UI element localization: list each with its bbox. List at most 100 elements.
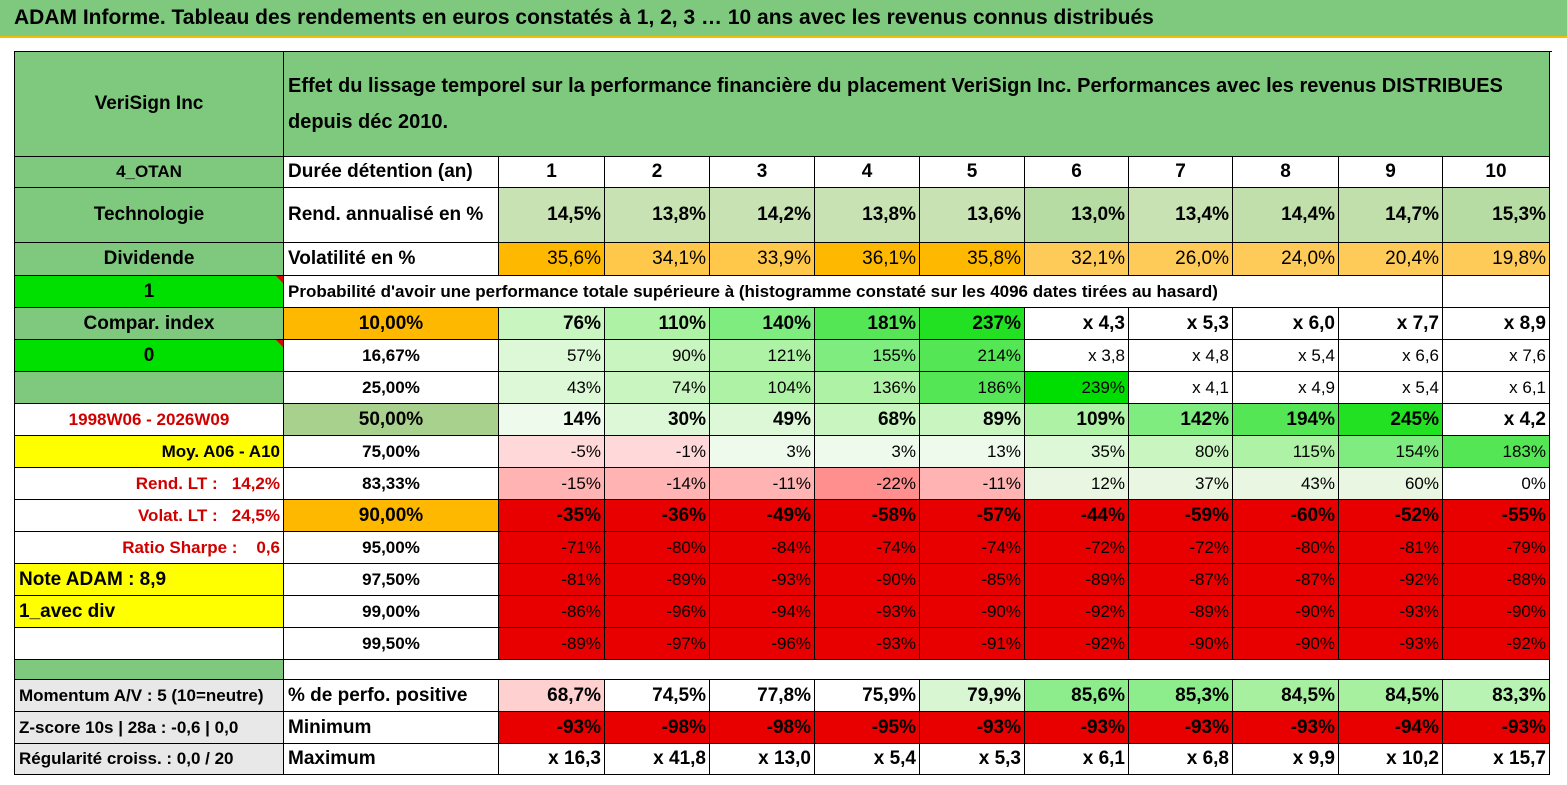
- vol-value: 26,0%: [1129, 243, 1233, 276]
- quantile-value: x 4,2: [1443, 404, 1550, 436]
- positive-value: 85,6%: [1025, 680, 1129, 712]
- positive-value: 68,7%: [499, 680, 605, 712]
- quantile-value: 90%: [605, 340, 710, 372]
- quantile-value: -89%: [499, 628, 605, 660]
- quantile-value: 43%: [1233, 468, 1339, 500]
- quantile-value: -72%: [1129, 532, 1233, 564]
- max-value: x 6,8: [1129, 744, 1233, 775]
- note-adam: Note ADAM : 8,9: [15, 564, 284, 596]
- quantile-value: x 6,0: [1233, 308, 1339, 340]
- duration-header: 4: [815, 157, 920, 188]
- quantile-value: -90%: [1233, 596, 1339, 628]
- quantile-value: -93%: [815, 628, 920, 660]
- vol-value: 33,9%: [710, 243, 815, 276]
- quantile-value: -74%: [815, 532, 920, 564]
- quantile-value: 37%: [1129, 468, 1233, 500]
- instrument-name: VeriSign Inc: [15, 52, 284, 157]
- quantile-value: -71%: [499, 532, 605, 564]
- quantile-value: -22%: [815, 468, 920, 500]
- positive-value: 79,9%: [920, 680, 1025, 712]
- min-value: -93%: [920, 712, 1025, 744]
- volat-lt-label: Volat. LT :: [137, 505, 218, 525]
- max-value: x 5,3: [920, 744, 1025, 775]
- separator-cell: [15, 660, 284, 680]
- vol-value: 34,1%: [605, 243, 710, 276]
- quantile-value: -36%: [605, 500, 710, 532]
- blank-cell: [1443, 276, 1550, 308]
- quantile-value: -92%: [1339, 564, 1443, 596]
- quantile-value: x 6,1: [1443, 372, 1550, 404]
- min-value: -98%: [605, 712, 710, 744]
- quantile-value: 3%: [710, 436, 815, 468]
- rend-value: 13,8%: [605, 188, 710, 243]
- quantile-value: 237%: [920, 308, 1025, 340]
- quantile-value: x 5,4: [1339, 372, 1443, 404]
- quantile-value: 49%: [710, 404, 815, 436]
- quantile-value: 154%: [1339, 436, 1443, 468]
- positive-value: 85,3%: [1129, 680, 1233, 712]
- quantile-value: -89%: [1025, 564, 1129, 596]
- quantile-value: x 6,6: [1339, 340, 1443, 372]
- quantile-value: x 7,6: [1443, 340, 1550, 372]
- vol-value: 36,1%: [815, 243, 920, 276]
- quantile-value: 121%: [710, 340, 815, 372]
- quantile-value: 214%: [920, 340, 1025, 372]
- quantile-label: 95,00%: [284, 532, 499, 564]
- zscore-label: Z-score 10s | 28a : -0,6 | 0,0: [15, 712, 284, 744]
- quantile-value: -72%: [1025, 532, 1129, 564]
- sharpe-ratio: Ratio Sharpe : 0,6: [15, 532, 284, 564]
- code-label: 4_OTAN: [15, 157, 284, 188]
- sharpe-value: 0,6: [256, 537, 280, 557]
- regularite-label: Régularité croiss. : 0,0 / 20: [15, 744, 284, 775]
- max-value: x 6,1: [1025, 744, 1129, 775]
- quantile-value: 74%: [605, 372, 710, 404]
- quantile-value: -87%: [1233, 564, 1339, 596]
- quantile-value: 60%: [1339, 468, 1443, 500]
- duration-header: 1: [499, 157, 605, 188]
- durations-label: Durée détention (an): [284, 157, 499, 188]
- duration-header: 8: [1233, 157, 1339, 188]
- min-label: Minimum: [284, 712, 499, 744]
- quantile-value: 194%: [1233, 404, 1339, 436]
- quantile-value: -93%: [710, 564, 815, 596]
- min-value: -93%: [1443, 712, 1550, 744]
- quantile-value: 12%: [1025, 468, 1129, 500]
- quantile-value: -81%: [1339, 532, 1443, 564]
- compar-index-label: Compar. index: [15, 308, 284, 340]
- quantile-value: 0%: [1443, 468, 1550, 500]
- quantile-value: -90%: [1443, 596, 1550, 628]
- quantile-value: -80%: [605, 532, 710, 564]
- quantile-value: -97%: [605, 628, 710, 660]
- quantile-label: 99,00%: [284, 596, 499, 628]
- min-value: -95%: [815, 712, 920, 744]
- quantile-label: 90,00%: [284, 500, 499, 532]
- quantile-label: 10,00%: [284, 308, 499, 340]
- rend-value: 13,6%: [920, 188, 1025, 243]
- quantile-label: 25,00%: [284, 372, 499, 404]
- momentum-label: Momentum A/V : 5 (10=neutre): [15, 680, 284, 712]
- quantile-value: -88%: [1443, 564, 1550, 596]
- rend-value: 14,4%: [1233, 188, 1339, 243]
- quantile-value: -85%: [920, 564, 1025, 596]
- vol-value: 20,4%: [1339, 243, 1443, 276]
- quantile-value: -92%: [1025, 596, 1129, 628]
- quantile-value: 14%: [499, 404, 605, 436]
- quantile-value: -93%: [1339, 596, 1443, 628]
- rend-value: 14,5%: [499, 188, 605, 243]
- quantile-value: -5%: [499, 436, 605, 468]
- positive-value: 74,5%: [605, 680, 710, 712]
- duration-header: 7: [1129, 157, 1233, 188]
- duration-header: 2: [605, 157, 710, 188]
- vol-value: 19,8%: [1443, 243, 1550, 276]
- rend-value: 13,4%: [1129, 188, 1233, 243]
- quantile-value: x 4,1: [1129, 372, 1233, 404]
- quantile-value: x 4,9: [1233, 372, 1339, 404]
- quantile-value: 183%: [1443, 436, 1550, 468]
- quantile-value: -35%: [499, 500, 605, 532]
- quantile-value: -89%: [1129, 596, 1233, 628]
- quantile-value: -86%: [499, 596, 605, 628]
- proba-title: Probabilité d'avoir une performance tota…: [284, 276, 1443, 308]
- min-value: -98%: [710, 712, 815, 744]
- blank-cell: [15, 628, 284, 660]
- quantile-value: -55%: [1443, 500, 1550, 532]
